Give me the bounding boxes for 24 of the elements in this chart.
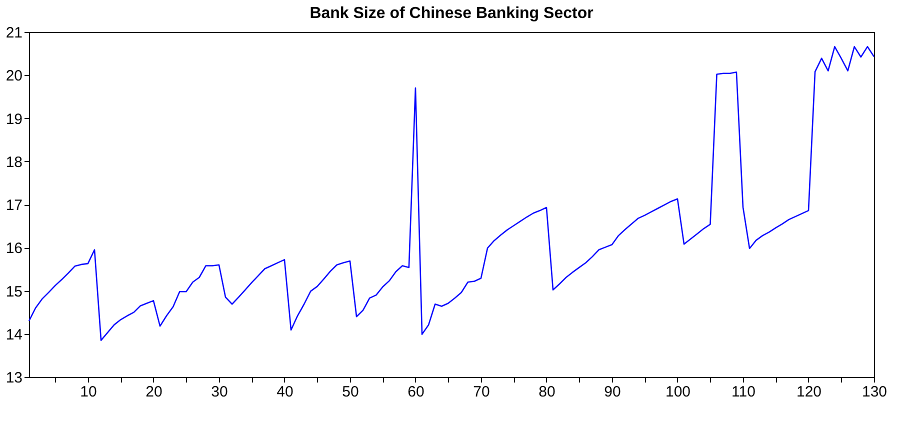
x-tick-label: 110: [732, 384, 756, 400]
y-tick-label: 13: [6, 370, 22, 386]
y-tick-label: 18: [6, 154, 22, 171]
y-tick-label: 16: [6, 240, 22, 258]
y-tick-label: 20: [6, 68, 22, 85]
y-tick-label: 17: [6, 197, 22, 214]
chart-title: Bank Size of Chinese Banking Sector: [310, 5, 594, 22]
y-tick-label: 14: [6, 326, 22, 344]
x-tick-label: 70: [473, 384, 490, 400]
x-tick-label: 20: [146, 384, 162, 400]
x-tick-label: 60: [408, 384, 424, 400]
x-tick-label: 90: [604, 384, 621, 400]
x-tick-label: 10: [80, 384, 97, 400]
y-tick-label: 15: [6, 283, 22, 300]
x-tick-label: 120: [796, 384, 822, 400]
x-tick-label: 100: [665, 384, 691, 400]
x-tick-label: 80: [538, 384, 556, 400]
x-tick-label: 130: [862, 384, 888, 400]
y-tick-label: 19: [6, 110, 22, 128]
line-series: [28, 46, 875, 341]
y-tick-label: 21: [6, 24, 22, 42]
x-tick-label: 40: [276, 384, 294, 400]
x-tick-label: 30: [211, 384, 228, 400]
x-tick-label: 50: [342, 384, 359, 400]
